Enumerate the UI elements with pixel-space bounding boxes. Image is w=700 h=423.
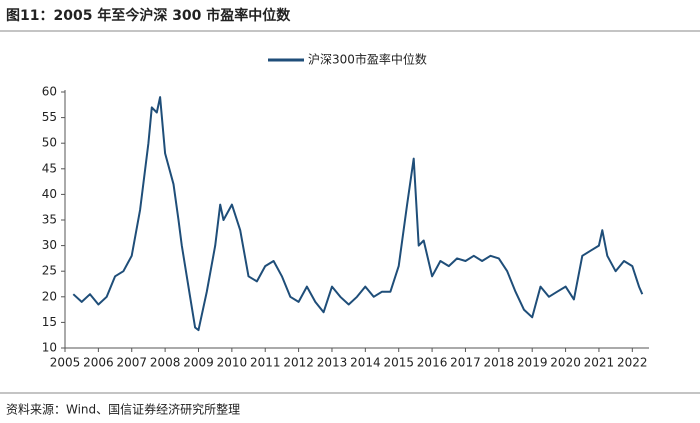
data-line: [72, 96, 644, 332]
x-tick-label: 2007: [116, 356, 147, 370]
x-tick-label: 2014: [350, 356, 381, 370]
x-tick-label: 2006: [83, 356, 114, 370]
x-tick-label: 2005: [50, 356, 81, 370]
x-tick-label: 2015: [383, 356, 414, 370]
x-tick-label: 2017: [450, 356, 481, 370]
y-tick-label: 45: [42, 161, 57, 175]
x-tick-label: 2013: [317, 356, 348, 370]
source-note: 资料来源：Wind、国信证券经济研究所整理: [6, 402, 240, 417]
y-tick-label: 50: [42, 136, 57, 150]
y-tick-label: 30: [42, 238, 57, 252]
x-tick-label: 2010: [217, 356, 248, 370]
y-tick-label: 55: [42, 110, 57, 124]
y-tick-label: 40: [42, 187, 57, 201]
x-tick-label: 2019: [517, 356, 548, 370]
y-tick-label: 25: [42, 264, 57, 278]
x-tick-label: 2018: [484, 356, 515, 370]
x-tick-label: 2022: [617, 356, 648, 370]
y-tick-label: 10: [42, 341, 57, 355]
y-tick-label: 35: [42, 213, 57, 227]
x-tick-label: 2020: [550, 356, 581, 370]
y-tick-label: 20: [42, 289, 57, 303]
x-tick-label: 2016: [417, 356, 448, 370]
chart-title: 图11：2005 年至今沪深 300 市盈率中位数: [6, 7, 291, 24]
x-tick-label: 2009: [183, 356, 214, 370]
x-tick-label: 2012: [283, 356, 314, 370]
x-tick-label: 2011: [250, 356, 281, 370]
y-tick-label: 60: [42, 85, 57, 99]
x-tick-label: 2021: [584, 356, 615, 370]
y-tick-label: 15: [42, 315, 57, 329]
x-tick-label: 2008: [150, 356, 181, 370]
legend-label: 沪深300市盈率中位数: [308, 52, 427, 67]
